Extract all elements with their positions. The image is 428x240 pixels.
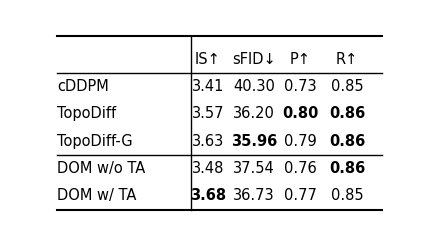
Text: 37.54: 37.54 (233, 161, 275, 176)
Text: 36.73: 36.73 (233, 188, 275, 203)
Text: DOM w/o TA: DOM w/o TA (57, 161, 145, 176)
Text: 0.73: 0.73 (284, 79, 317, 94)
Text: R↑: R↑ (336, 52, 358, 67)
Text: 40.30: 40.30 (233, 79, 275, 94)
Text: 0.76: 0.76 (284, 161, 317, 176)
Text: 0.85: 0.85 (331, 188, 363, 203)
Text: TopoDiff: TopoDiff (57, 106, 116, 121)
Text: 35.96: 35.96 (231, 134, 277, 149)
Text: 3.68: 3.68 (190, 188, 226, 203)
Text: 36.20: 36.20 (233, 106, 275, 121)
Text: 3.48: 3.48 (192, 161, 224, 176)
Text: 0.77: 0.77 (284, 188, 317, 203)
Text: 0.79: 0.79 (284, 134, 317, 149)
Text: cDDPM: cDDPM (57, 79, 109, 94)
Text: TopoDiff-G: TopoDiff-G (57, 134, 132, 149)
Text: 0.86: 0.86 (329, 161, 365, 176)
Text: IS↑: IS↑ (195, 52, 221, 67)
Text: 0.86: 0.86 (329, 106, 365, 121)
Text: sFID↓: sFID↓ (232, 52, 276, 67)
Text: 0.86: 0.86 (329, 134, 365, 149)
Text: 3.57: 3.57 (191, 106, 224, 121)
Text: 0.85: 0.85 (331, 79, 363, 94)
Text: DOM w/ TA: DOM w/ TA (57, 188, 136, 203)
Text: 3.41: 3.41 (192, 79, 224, 94)
Text: P↑: P↑ (290, 52, 311, 67)
Text: 3.63: 3.63 (192, 134, 224, 149)
Text: 0.80: 0.80 (282, 106, 319, 121)
